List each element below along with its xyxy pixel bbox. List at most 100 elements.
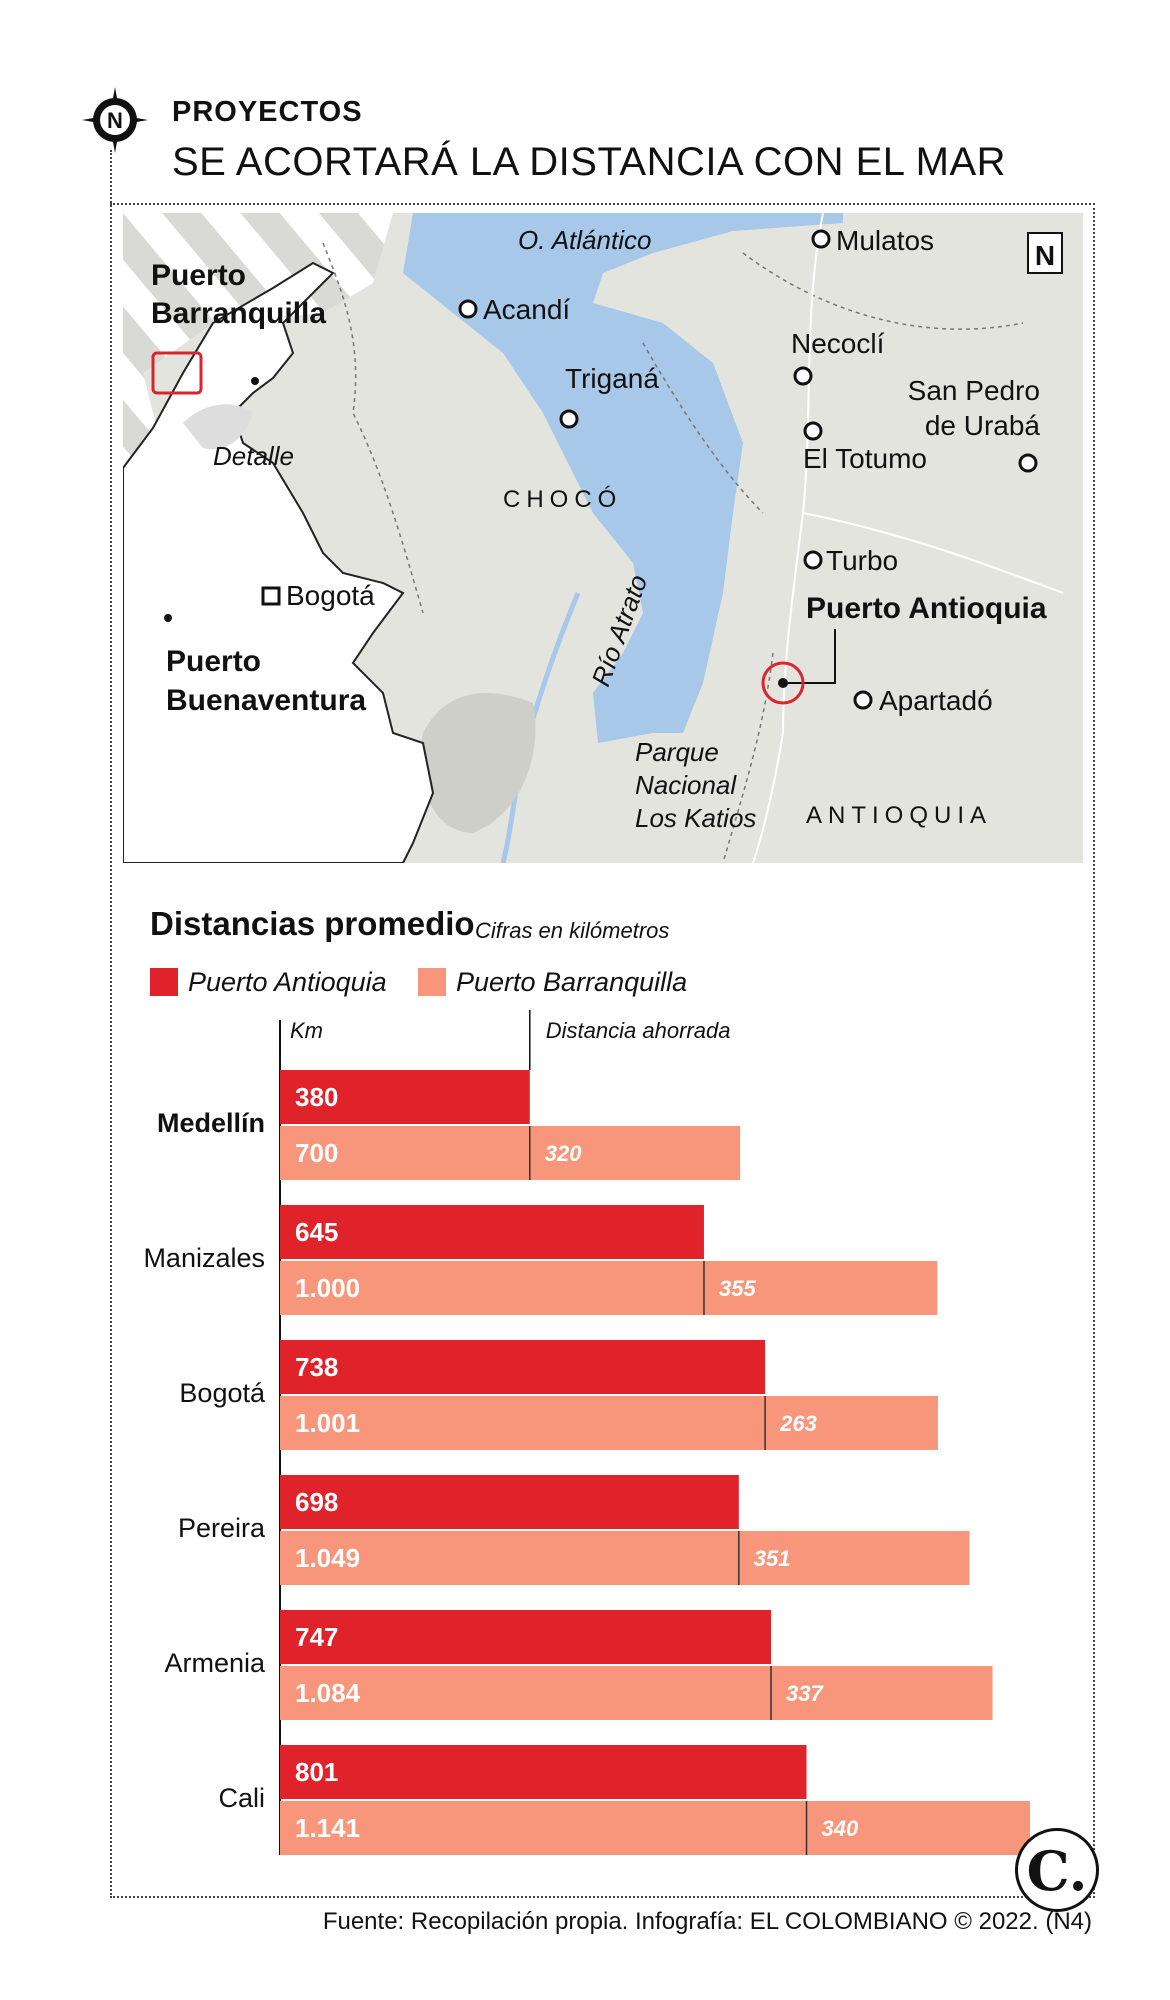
bar-chart: Km Distancia ahorrada Medellín 380 700 320 Man… — [143, 1010, 1030, 1855]
axis-unit-label: Km — [290, 1018, 323, 1043]
source-note: Fuente: Recopilación propia. Infografía:… — [322, 1908, 1092, 1935]
data-label-antioquia: 801 — [295, 1757, 338, 1787]
category-label: Armenia — [164, 1648, 266, 1678]
data-label-saved: 263 — [779, 1411, 817, 1436]
capital-square-icon — [261, 586, 281, 606]
legend-item-antioquia: Puerto Antioquia — [150, 965, 387, 999]
inset-port-south-1: Puerto — [166, 645, 261, 678]
data-label-saved: 355 — [719, 1276, 756, 1301]
data-label-barranquilla: 1.001 — [295, 1408, 360, 1438]
bar-puerto-antioquia — [280, 1070, 530, 1124]
data-label-saved: 340 — [822, 1816, 859, 1841]
highlight-port-label: Puerto Antioquia — [806, 592, 1047, 625]
map-water — [403, 213, 843, 743]
town-el-totumo: El Totumo — [803, 443, 927, 474]
legend-swatch-antioquia — [150, 968, 178, 996]
town-san-pedro: San Pedro — [908, 375, 1040, 406]
legend-label-antioquia: Puerto Antioquia — [188, 966, 387, 997]
data-label-saved: 351 — [754, 1546, 791, 1571]
bar-puerto-antioquia — [280, 1475, 739, 1529]
inset-detail-label: Detalle — [213, 441, 294, 471]
frame-bottom — [110, 1896, 1095, 1898]
headline: SE ACORTARÁ LA DISTANCIA CON EL MAR — [172, 140, 1007, 184]
bar-puerto-antioquia — [280, 1205, 704, 1259]
saved-distance-header: Distancia ahorrada — [546, 1018, 731, 1043]
category-label: Bogotá — [179, 1378, 266, 1408]
region-antioquia: ANTIOQUIA — [806, 802, 992, 829]
chart-title: Distancias promedio — [150, 905, 475, 942]
data-label-saved: 337 — [786, 1681, 824, 1706]
data-label-barranquilla: 1.141 — [295, 1813, 360, 1843]
publisher-logo: C. — [1015, 1828, 1099, 1912]
category-label: Medellín — [157, 1108, 265, 1138]
category-label: Pereira — [178, 1513, 266, 1543]
frame-top — [110, 203, 1095, 205]
town-apartado: Apartadó — [879, 685, 993, 716]
frame-left — [110, 150, 112, 1898]
location-dot-icon — [811, 229, 831, 249]
location-dot-icon — [164, 614, 172, 622]
bar-puerto-barranquilla — [280, 1666, 993, 1720]
data-label-saved: 320 — [545, 1141, 582, 1166]
location-dot-icon — [559, 409, 579, 429]
map-inset-mountains — [183, 404, 253, 450]
north-arrow-icon — [1027, 232, 1063, 274]
town-trigana: Triganá — [565, 363, 659, 394]
frame-right — [1093, 203, 1095, 1898]
legend-label-barranquilla: Puerto Barranquilla — [456, 966, 688, 997]
location-dot-icon — [793, 366, 813, 386]
category-label: Manizales — [143, 1243, 265, 1273]
legend-item-barranquilla: Puerto Barranquilla — [418, 965, 687, 999]
town-acandi: Acandí — [483, 294, 570, 325]
location-dot-icon — [803, 550, 823, 570]
park-label-3: Los Katios — [635, 803, 756, 833]
location-dot-icon — [1018, 453, 1038, 473]
map-roads — [752, 213, 1064, 863]
park-label-1: Parque — [635, 737, 719, 767]
location-dot-icon — [458, 299, 478, 319]
kicker: PROYECTOS — [172, 96, 363, 128]
location-dot-icon — [778, 678, 788, 688]
region-choco: CHOCÓ — [503, 486, 622, 513]
bar-puerto-antioquia — [280, 1610, 772, 1664]
town-de-uraba: de Urabá — [925, 410, 1041, 441]
north-label: N — [1035, 240, 1055, 271]
inset-capital-label: Bogotá — [286, 580, 375, 611]
town-turbo: Turbo — [826, 545, 898, 576]
inset-port-north-2: Barranquilla — [151, 297, 326, 330]
data-label-antioquia: 645 — [295, 1217, 338, 1247]
data-label-antioquia: 698 — [295, 1487, 338, 1517]
map-detail-box — [151, 351, 203, 395]
location-dot-icon — [803, 421, 823, 441]
location-dot-icon — [853, 690, 873, 710]
data-label-barranquilla: 1.000 — [295, 1273, 360, 1303]
bar-puerto-barranquilla — [280, 1126, 741, 1180]
bar-puerto-barranquilla — [280, 1531, 970, 1585]
bar-puerto-barranquilla — [280, 1261, 938, 1315]
data-label-barranquilla: 1.084 — [295, 1678, 361, 1708]
inset-port-north-1: Puerto — [151, 259, 246, 292]
park-label-2: Nacional — [635, 770, 737, 800]
data-label-antioquia: 380 — [295, 1082, 338, 1112]
compass-rose-icon: N — [82, 87, 148, 153]
ocean-label: O. Atlántico — [518, 225, 651, 255]
map-border — [322, 242, 1024, 863]
legend-swatch-barranquilla — [418, 968, 446, 996]
town-mulatos: Mulatos — [836, 225, 934, 256]
inset-port-south-2: Buenaventura — [166, 684, 366, 717]
data-label-antioquia: 738 — [295, 1352, 338, 1382]
bar-puerto-barranquilla — [280, 1396, 938, 1450]
data-label-antioquia: 747 — [295, 1622, 338, 1652]
svg-text:N: N — [107, 108, 123, 133]
data-label-barranquilla: 700 — [295, 1138, 338, 1168]
map: O. Atlántico Mulatos Acandí Necoclí Trig… — [123, 213, 1083, 863]
bar-puerto-antioquia — [280, 1340, 766, 1394]
data-label-barranquilla: 1.049 — [295, 1543, 360, 1573]
bar-puerto-antioquia — [280, 1745, 807, 1799]
category-label: Cali — [218, 1783, 265, 1813]
chart-subtitle: Cifras en kilómetros — [475, 918, 670, 943]
location-dot-icon — [251, 377, 259, 385]
map-park-area — [420, 693, 536, 833]
town-necocli: Necoclí — [791, 328, 885, 359]
highlight-ring — [761, 661, 805, 705]
